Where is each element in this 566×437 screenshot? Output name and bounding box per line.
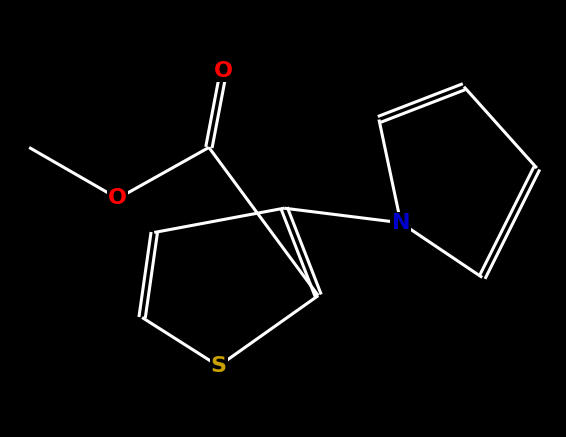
Text: O: O (214, 61, 233, 81)
Text: N: N (392, 213, 410, 233)
Text: S: S (211, 356, 226, 376)
Text: O: O (108, 188, 127, 208)
